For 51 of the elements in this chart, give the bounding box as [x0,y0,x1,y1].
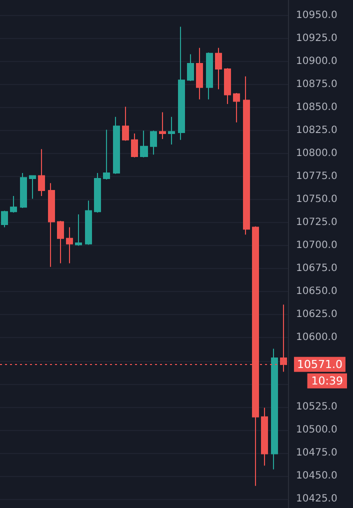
candlestick [57,220,64,264]
candlestick [215,47,222,90]
y-tick-label: 10475.0 [296,447,338,458]
candlestick [48,182,55,268]
y-tick-label: 10850.0 [296,102,338,114]
y-tick-label: 10625.0 [296,309,338,320]
candlestick [206,52,213,100]
y-tick-label: 10900.0 [296,56,338,68]
candlestick [140,130,148,158]
candlestick [75,214,82,246]
y-tick-label: 10425.0 [296,493,338,504]
candlestick [159,112,166,140]
candlestick [271,348,278,470]
candlestick [261,407,268,466]
candlestick [224,68,231,104]
candlestick [233,92,240,123]
ref-line-label: 10571.0 [297,358,342,371]
candlestick [150,130,157,156]
candlestick [103,129,110,180]
y-tick-label: 10450.0 [296,470,338,482]
candlestick [243,76,250,236]
candlestick [66,226,73,264]
y-tick-label: 10775.0 [296,171,338,182]
candlestick [131,132,138,158]
candlestick [29,175,36,200]
y-tick-label: 10500.0 [296,424,338,436]
candlestick [10,196,17,214]
y-tick-label: 10650.0 [296,286,338,298]
y-tick-label: 10675.0 [296,263,338,274]
candlestick [168,116,175,145]
y-tick-label: 10725.0 [296,217,338,228]
y-tick-label: 10600.0 [296,332,338,344]
y-tick-label: 10700.0 [296,240,338,252]
y-tick-label: 10950.0 [296,10,338,22]
candlestick [196,47,203,100]
candlestick [187,54,194,82]
y-tick-label: 10525.0 [296,401,338,412]
candlestick [122,106,129,142]
candlestick [38,148,45,197]
candlestick [113,116,120,174]
candlestick [85,200,92,246]
y-tick-label: 10875.0 [296,79,338,90]
y-tick-label: 10800.0 [296,148,338,160]
y-tick-label: 10750.0 [296,194,338,206]
y-tick-label: 10825.0 [296,125,338,136]
candlestick [178,26,185,140]
candlestick [20,172,27,208]
candlestick [94,172,101,214]
candlestick [1,210,8,228]
text: 10:39 [311,374,344,388]
y-tick-label: 10925.0 [296,33,338,44]
